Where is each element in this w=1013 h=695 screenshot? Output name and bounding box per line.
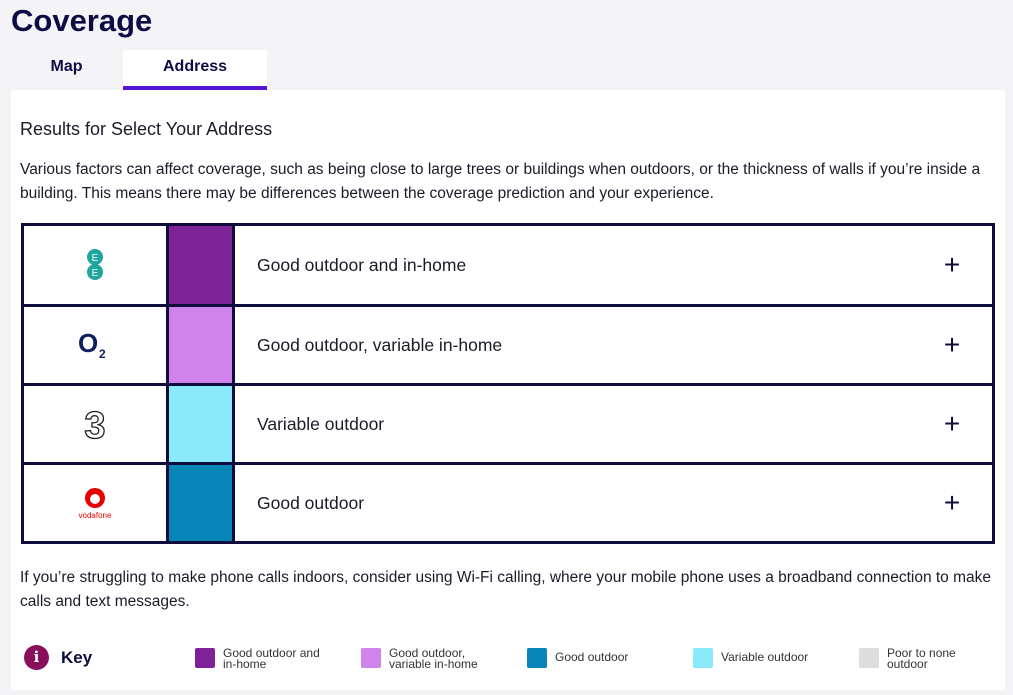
key-item-label: Good outdoor, variable in-home: [389, 646, 478, 671]
key-item: Variable outdoor: [693, 648, 831, 668]
coverage-swatch: [169, 307, 235, 383]
coverage-status: Good outdoor: [257, 492, 365, 513]
coverage-status: Good outdoor, variable in-home: [257, 334, 503, 355]
key-item: Poor to none outdoor: [859, 646, 967, 671]
key-legend: i Key: [24, 645, 92, 670]
key-swatch: [527, 648, 547, 668]
tab-map[interactable]: Map: [50, 58, 83, 75]
expand-plus-icon[interactable]: +: [943, 487, 961, 518]
key-item: Good outdoor, variable in-home: [361, 646, 499, 671]
operator-row-vodafone[interactable]: vodafone Good outdoor +: [24, 462, 992, 541]
coverage-swatch: [169, 226, 235, 304]
coverage-swatch: [169, 465, 235, 541]
coverage-status: Good outdoor and in-home: [257, 254, 467, 275]
results-heading: Results for Select Your Address: [20, 119, 273, 139]
coverage-status: Variable outdoor: [257, 413, 385, 434]
info-icon: i: [24, 645, 49, 670]
key-swatch: [195, 648, 215, 668]
svg-text:O: O: [78, 330, 98, 358]
key-item: Good outdoor and in-home: [195, 646, 333, 671]
key-item-label: Poor to none outdoor: [887, 646, 956, 671]
intro-text: Various factors can affect coverage, suc…: [20, 161, 981, 202]
expand-plus-icon[interactable]: +: [943, 329, 961, 360]
svg-text:3: 3: [84, 406, 105, 442]
key-item-label: Good outdoor and in-home: [223, 646, 320, 671]
coverage-swatch: [169, 386, 235, 462]
key-swatch: [361, 648, 381, 668]
page-title: Coverage: [11, 3, 153, 38]
expand-plus-icon[interactable]: +: [943, 249, 961, 280]
three-logo: 3: [24, 386, 169, 462]
svg-text:E: E: [92, 253, 99, 264]
operator-row-three[interactable]: 3 Variable outdoor +: [24, 383, 992, 462]
expand-plus-icon[interactable]: +: [943, 408, 961, 439]
wifi-calling-note: If you’re struggling to make phone calls…: [20, 569, 992, 610]
key-item-label: Good outdoor: [555, 650, 629, 664]
key-item: Good outdoor: [527, 648, 665, 668]
key-swatch: [859, 648, 879, 668]
svg-text:2: 2: [99, 347, 106, 360]
key-item-label: Variable outdoor: [721, 650, 809, 664]
key-swatch: [693, 648, 713, 668]
svg-text:E: E: [92, 268, 99, 279]
tab-address[interactable]: Address: [123, 50, 267, 90]
vodafone-logo: vodafone: [24, 465, 169, 541]
svg-text:vodafone: vodafone: [79, 511, 112, 520]
key-label: Key: [61, 647, 93, 667]
